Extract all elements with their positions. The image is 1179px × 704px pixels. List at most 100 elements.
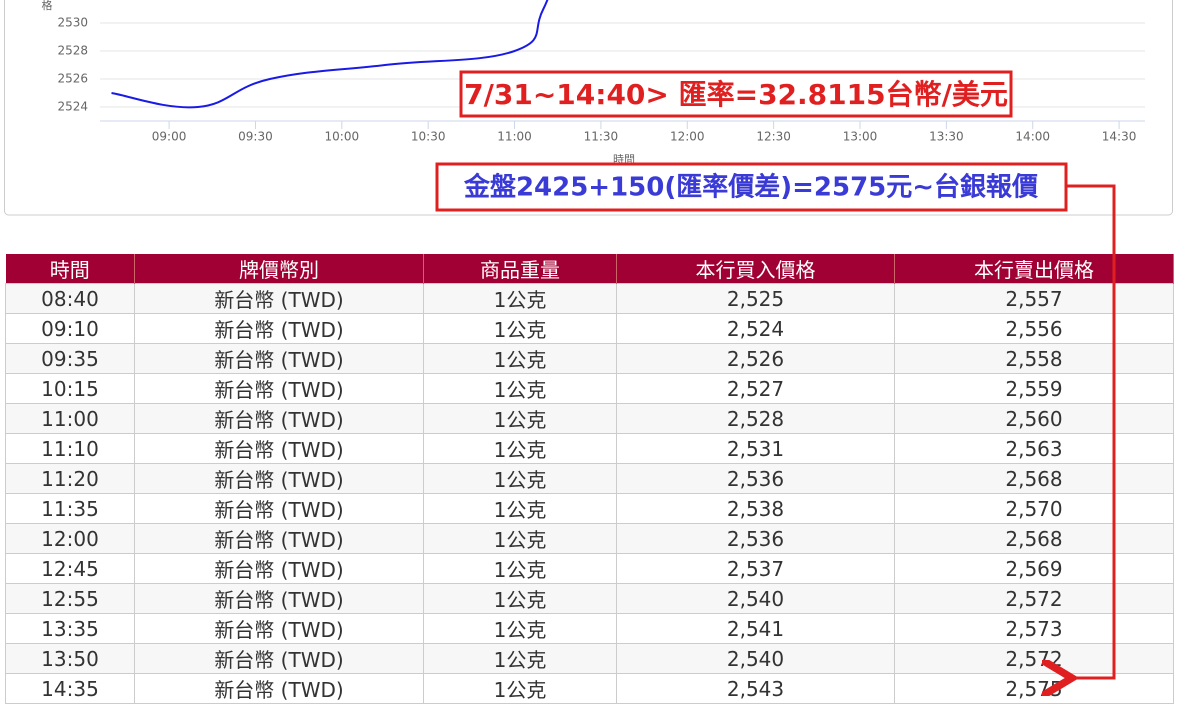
table-row: 09:10 新台幣 (TWD) 1公克 2,524 2,556 — [5, 313, 1174, 344]
table-cell: 2,558 — [894, 343, 1174, 374]
column-header: 時間 — [5, 254, 135, 284]
table-cell: 2,538 — [616, 493, 895, 524]
annotation: 7/31~14:40> 匯率=32.8115台幣/美元 — [464, 78, 1008, 111]
x-tick-label: 09:30 — [238, 130, 273, 144]
table-cell: 新台幣 (TWD) — [134, 373, 424, 404]
table-cell: 2,573 — [894, 613, 1174, 644]
table-cell: 1公克 — [423, 373, 617, 404]
table-cell: 12:55 — [5, 583, 135, 614]
table-cell: 12:45 — [5, 553, 135, 584]
table-row: 12:00 新台幣 (TWD) 1公克 2,536 2,568 — [5, 523, 1174, 554]
table-cell: 1公克 — [423, 583, 617, 614]
table-row: 13:35 新台幣 (TWD) 1公克 2,541 2,573 — [5, 613, 1174, 644]
table-cell: 2,531 — [616, 433, 895, 464]
table-cell: 2,570 — [894, 493, 1174, 524]
column-header: 本行買入價格 — [616, 254, 895, 284]
table-cell: 2,525 — [616, 283, 895, 314]
table-cell: 11:10 — [5, 433, 135, 464]
table-row: 12:55 新台幣 (TWD) 1公克 2,540 2,572 — [5, 583, 1174, 614]
x-tick-label: 11:00 — [497, 130, 532, 144]
table-row: 12:45 新台幣 (TWD) 1公克 2,537 2,569 — [5, 553, 1174, 584]
table-cell: 1公克 — [423, 523, 617, 554]
table-cell: 2,537 — [616, 553, 895, 584]
table-cell: 2,569 — [894, 553, 1174, 584]
table-cell: 2,563 — [894, 433, 1174, 464]
table-cell: 2,556 — [894, 313, 1174, 344]
table-cell: 新台幣 (TWD) — [134, 583, 424, 614]
table-cell: 2,524 — [616, 313, 895, 344]
table-cell: 1公克 — [423, 463, 617, 494]
table-cell: 2,526 — [616, 343, 895, 374]
table-row: 08:40 新台幣 (TWD) 1公克 2,525 2,557 — [5, 283, 1174, 314]
x-tick-label: 13:00 — [843, 130, 878, 144]
table-row: 13:50 新台幣 (TWD) 1公克 2,540 2,572 — [5, 643, 1174, 674]
table-cell: 1公克 — [423, 313, 617, 344]
table-cell: 2,557 — [894, 283, 1174, 314]
y-axis-label: 格 — [42, 0, 53, 12]
annotation-box — [435, 162, 1068, 212]
table-cell: 2,541 — [616, 613, 895, 644]
x-tick-label: 13:30 — [929, 130, 964, 144]
x-axis-label: 時間 — [613, 153, 635, 166]
table-cell: 2,527 — [616, 373, 895, 404]
table-cell: 2,572 — [894, 583, 1174, 614]
table-cell: 09:10 — [5, 313, 135, 344]
table-cell: 新台幣 (TWD) — [134, 553, 424, 584]
x-tick-label: 11:30 — [584, 130, 619, 144]
column-header: 商品重量 — [423, 254, 617, 284]
x-tick-label: 14:00 — [1015, 130, 1050, 144]
x-tick-label: 12:30 — [756, 130, 791, 144]
table-row: 10:15 新台幣 (TWD) 1公克 2,527 2,559 — [5, 373, 1174, 404]
table-cell: 1公克 — [423, 433, 617, 464]
column-header: 牌價幣別 — [134, 254, 424, 284]
table-cell: 新台幣 (TWD) — [134, 343, 424, 374]
table-cell: 2,540 — [616, 643, 895, 674]
table-cell: 新台幣 (TWD) — [134, 613, 424, 644]
x-tick-label: 10:00 — [325, 130, 360, 144]
table-cell: 13:50 — [5, 643, 135, 674]
table-cell: 1公克 — [423, 493, 617, 524]
x-tick-label: 10:30 — [411, 130, 446, 144]
table-cell: 1公克 — [423, 673, 617, 704]
table-cell: 14:35 — [5, 673, 135, 704]
table-cell: 1公克 — [423, 613, 617, 644]
table-cell: 2,568 — [894, 523, 1174, 554]
table-cell: 新台幣 (TWD) — [134, 283, 424, 314]
table-cell: 新台幣 (TWD) — [134, 673, 424, 704]
table-cell: 2,568 — [894, 463, 1174, 494]
table-cell: 新台幣 (TWD) — [134, 313, 424, 344]
table-cell: 2,560 — [894, 403, 1174, 434]
table-cell: 1公克 — [423, 553, 617, 584]
table-cell: 新台幣 (TWD) — [134, 433, 424, 464]
table-row: 11:20 新台幣 (TWD) 1公克 2,536 2,568 — [5, 463, 1174, 494]
table-cell: 2,572 — [894, 643, 1174, 674]
table-cell: 新台幣 (TWD) — [134, 463, 424, 494]
x-tick-label: 09:00 — [152, 130, 187, 144]
price-table: 時間 牌價幣別 商品重量 本行買入價格 本行賣出價格 08:40 新台幣 (TWD) 1公克… — [5, 254, 1174, 704]
table-cell: 1公克 — [423, 403, 617, 434]
line-series — [111, 0, 549, 109]
table-cell: 1公克 — [423, 343, 617, 374]
table-cell: 新台幣 (TWD) — [134, 403, 424, 434]
table-cell: 1公克 — [423, 283, 617, 314]
table-cell: 2,536 — [616, 523, 895, 554]
table-cell: 2,536 — [616, 463, 895, 494]
table-cell: 2,543 — [616, 673, 895, 704]
table-cell: 11:20 — [5, 463, 135, 494]
table-cell: 2,559 — [894, 373, 1174, 404]
table-row: 11:00 新台幣 (TWD) 1公克 2,528 2,560 — [5, 403, 1174, 434]
x-tick-label: 14:30 — [1102, 130, 1137, 144]
table-cell: 1公克 — [423, 643, 617, 674]
column-header: 本行賣出價格 — [894, 254, 1174, 284]
table-cell: 11:35 — [5, 493, 135, 524]
annotation: 金盤2425+150(匯率價差)=2575元~台銀報價 — [463, 172, 1039, 203]
table-cell: 新台幣 (TWD) — [134, 493, 424, 524]
table-row: 14:35 新台幣 (TWD) 1公克 2,543 2,575 — [5, 673, 1174, 704]
x-tick-label: 12:00 — [670, 130, 705, 144]
table-cell: 新台幣 (TWD) — [134, 643, 424, 674]
table-cell: 2,575 — [894, 673, 1174, 704]
y-tick-label: 2524 — [57, 100, 88, 114]
y-tick-label: 2530 — [57, 16, 88, 30]
chart-panel — [4, 0, 1173, 216]
